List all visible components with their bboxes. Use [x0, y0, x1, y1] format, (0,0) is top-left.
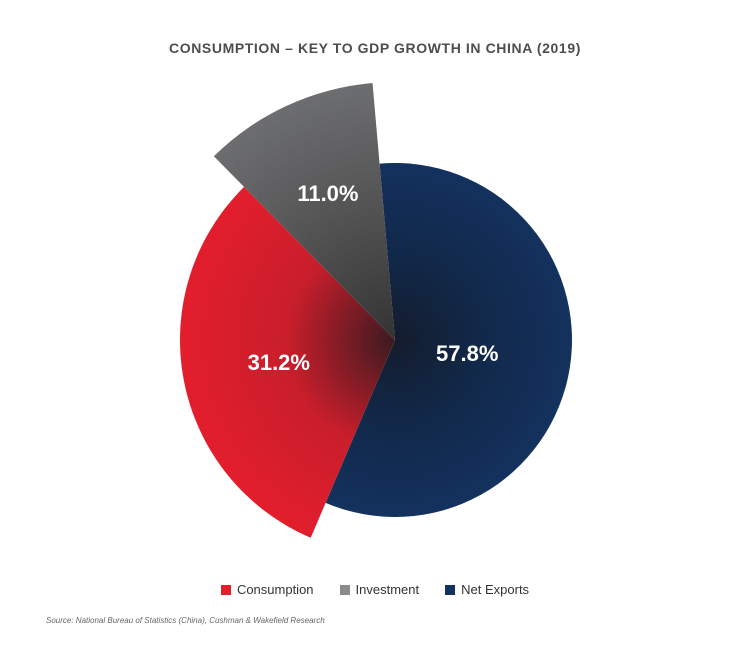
legend-item-consumption: Consumption	[220, 582, 314, 597]
legend-label-net-exports: Net Exports	[461, 582, 530, 597]
legend-item-investment: Investment	[339, 582, 420, 597]
legend-item-net-exports: Net Exports	[445, 582, 529, 597]
slice-label-investment: 11.0%	[297, 181, 358, 206]
chart-title: CONSUMPTION – KEY TO GDP GROWTH IN CHINA…	[169, 40, 581, 56]
legend-swatch-net-exports	[445, 584, 456, 595]
source-note: Source: National Bureau of Statistics (C…	[46, 616, 325, 625]
legend-swatch-consumption	[220, 584, 231, 595]
slice-net-exports	[325, 162, 572, 517]
legend-label-consumption: Consumption	[236, 582, 314, 597]
slice-investment	[213, 82, 395, 340]
legend: Consumption Investment Net Exports	[0, 582, 750, 597]
legend-label-investment: Investment	[355, 582, 420, 597]
slice-label-consumption: 31.2%	[248, 350, 310, 375]
legend-swatch-investment	[339, 584, 350, 595]
slice-label-net-exports: 57.8%	[436, 341, 498, 366]
slice-consumption	[180, 186, 395, 538]
